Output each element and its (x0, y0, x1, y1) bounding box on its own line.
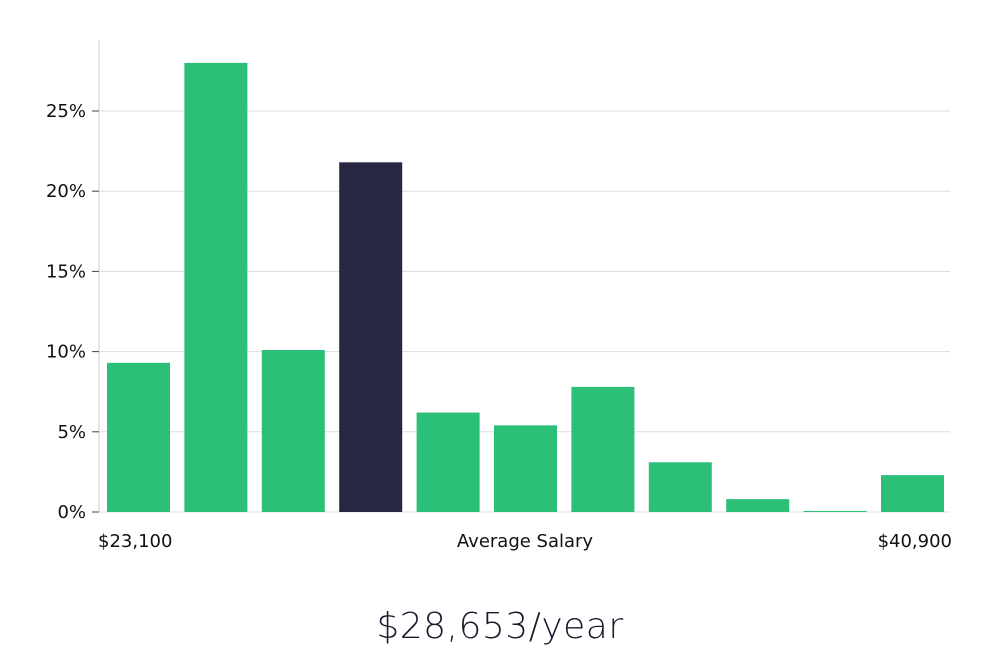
bars (107, 62, 944, 512)
x-min-label: $23,100 (98, 531, 172, 552)
bar (494, 425, 557, 512)
bar (571, 386, 635, 512)
y-tick-label: 5% (57, 422, 86, 443)
average-salary-headline: $28,653/year (376, 606, 624, 647)
y-tick-labels: 0% 5% 10% 15% 20% 25% (46, 101, 99, 523)
x-axis-title: Average Salary (457, 531, 594, 552)
bar (416, 412, 480, 512)
y-tick-label: 0% (57, 502, 86, 523)
bar (107, 362, 170, 512)
bar (726, 499, 790, 512)
x-max-label: $40,900 (878, 531, 952, 552)
y-tick-label: 10% (46, 342, 86, 363)
y-tick-label: 20% (46, 181, 86, 202)
y-tick-label: 25% (46, 101, 86, 122)
bar (184, 62, 248, 512)
bar-highlighted (339, 162, 403, 512)
bar (881, 475, 944, 512)
bar (803, 511, 867, 512)
y-tick-label: 15% (46, 261, 86, 282)
bar (648, 462, 712, 512)
salary-histogram: 0%5%10%15%20%25% $23,100 Average Salary … (46, 40, 952, 552)
bar (261, 349, 325, 512)
